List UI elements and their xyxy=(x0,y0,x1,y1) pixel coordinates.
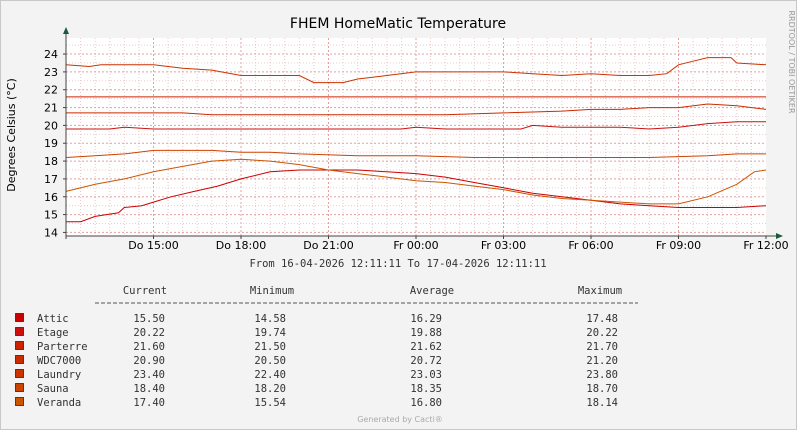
x-tick-label: Fr 00:00 xyxy=(393,239,438,252)
series-line-veranda xyxy=(65,158,767,205)
legend-swatch-wdc7000 xyxy=(15,355,24,364)
y-tick-label: 17 xyxy=(44,173,58,186)
legend-name: Etage xyxy=(37,327,69,339)
x-tick-label: Do 21:00 xyxy=(303,239,353,252)
legend-swatch-veranda xyxy=(15,397,24,406)
legend-header-minimum: Minimum xyxy=(250,285,294,297)
legend-minimum: 22.40 xyxy=(254,369,286,381)
legend-minimum: 19.74 xyxy=(254,327,286,339)
legend-current: 15.50 xyxy=(133,313,165,325)
legend-swatch-sauna xyxy=(15,383,24,392)
rrdtool-credit: RRDTOOL / TOBI OETIKER xyxy=(787,10,796,113)
y-tick-label: 16 xyxy=(44,191,58,204)
series-lines xyxy=(65,57,767,223)
legend-minimum: 21.50 xyxy=(254,341,286,353)
y-tick-label: 14 xyxy=(44,226,58,239)
axes xyxy=(63,27,783,239)
legend-maximum: 21.20 xyxy=(586,355,618,367)
legend-maximum: 20.22 xyxy=(586,327,618,339)
y-axis-label: Degrees Celsius (°C) xyxy=(5,78,18,192)
x-tick-label: Do 15:00 xyxy=(128,239,178,252)
legend-rows: Attic 15.50 14.58 16.29 17.48 Etage 20.22 19.74… xyxy=(15,313,618,409)
legend-header-current: Current xyxy=(123,285,167,297)
legend-average: 16.29 xyxy=(410,313,442,325)
legend-minimum: 15.54 xyxy=(254,397,286,409)
legend-swatch-parterre xyxy=(15,341,24,350)
x-tick-label: Fr 12:00 xyxy=(743,239,788,252)
series-line-etage xyxy=(66,121,766,130)
legend-name: Laundry xyxy=(37,369,81,381)
legend-swatch-laundry xyxy=(15,369,24,378)
y-tick-label: 15 xyxy=(44,209,58,222)
legend-current: 23.40 xyxy=(133,369,165,381)
legend-header-average: Average xyxy=(410,285,454,297)
y-axis-arrow xyxy=(63,27,69,34)
legend-average: 20.72 xyxy=(410,355,442,367)
legend-name: Veranda xyxy=(37,397,81,409)
y-tick-label: 18 xyxy=(44,155,58,168)
y-tick-label: 19 xyxy=(44,137,58,150)
y-tick-label: 20 xyxy=(44,119,58,132)
legend-current: 20.90 xyxy=(133,355,165,367)
x-tick-label: Fr 09:00 xyxy=(656,239,701,252)
legend-name: Parterre xyxy=(37,341,88,353)
series-line-sauna xyxy=(65,149,766,158)
legend-name: Attic xyxy=(37,313,69,325)
legend-average: 23.03 xyxy=(410,369,442,381)
x-axis-arrow xyxy=(776,233,783,239)
generated-by: Generated by Cacti® xyxy=(357,415,443,424)
legend-minimum: 14.58 xyxy=(254,313,286,325)
grid xyxy=(66,38,766,236)
legend-maximum: 21.70 xyxy=(586,341,618,353)
series-line-wdc7000 xyxy=(66,103,767,116)
y-tick-label: 22 xyxy=(44,84,58,97)
legend-swatch-etage xyxy=(15,327,24,336)
time-range: From 16-04-2026 12:11:11 To 17-04-2026 1… xyxy=(249,258,546,270)
chart-title: FHEM HomeMatic Temperature xyxy=(290,16,506,32)
legend-header-maximum: Maximum xyxy=(578,285,622,297)
legend-current: 18.40 xyxy=(133,383,165,395)
x-tick-label: Fr 03:00 xyxy=(481,239,526,252)
legend: Current Minimum Average Maximum Attic 15.… xyxy=(15,285,638,409)
legend-maximum: 17.48 xyxy=(586,313,618,325)
x-tick-labels: Do 15:00 Do 18:00 Do 21:00 Fr 00:00 Fr 03:00… xyxy=(128,236,789,252)
legend-current: 21.60 xyxy=(133,341,165,353)
legend-maximum: 18.14 xyxy=(586,397,618,409)
legend-average: 16.80 xyxy=(410,397,442,409)
legend-current: 17.40 xyxy=(133,397,165,409)
series-line-laundry xyxy=(65,57,767,84)
legend-name: Sauna xyxy=(37,383,69,395)
legend-minimum: 20.50 xyxy=(254,355,286,367)
legend-name: WDC7000 xyxy=(37,355,81,367)
legend-current: 20.22 xyxy=(133,327,165,339)
legend-average: 18.35 xyxy=(410,383,442,395)
legend-maximum: 23.80 xyxy=(586,369,618,381)
y-tick-label: 24 xyxy=(44,48,58,61)
legend-maximum: 18.70 xyxy=(586,383,618,395)
legend-average: 21.62 xyxy=(410,341,442,353)
y-tick-labels: 14 15 16 17 18 19 20 21 22 23 24 xyxy=(44,48,66,239)
y-tick-label: 23 xyxy=(44,66,58,79)
legend-minimum: 18.20 xyxy=(254,383,286,395)
legend-average: 19.88 xyxy=(410,327,442,339)
legend-swatch-attic xyxy=(15,313,24,322)
x-tick-label: Fr 06:00 xyxy=(568,239,613,252)
series-line-attic xyxy=(66,169,767,223)
y-tick-label: 21 xyxy=(44,102,58,115)
x-tick-label: Do 18:00 xyxy=(216,239,266,252)
